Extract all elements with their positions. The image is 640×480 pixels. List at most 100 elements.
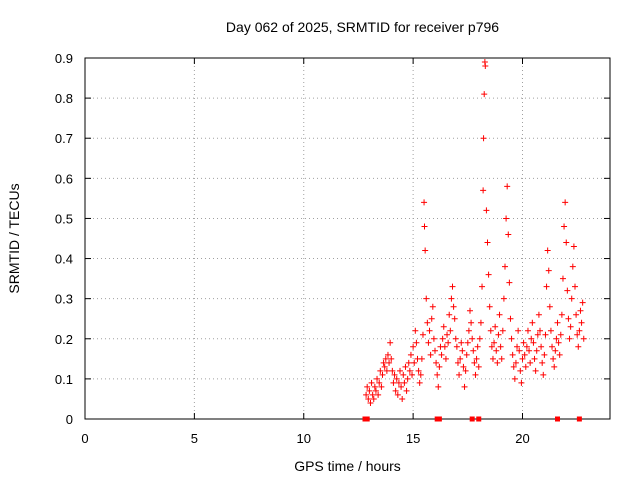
data-point <box>522 363 529 370</box>
data-point <box>448 295 455 302</box>
y-tick-label: 0.6 <box>55 171 73 186</box>
data-point <box>442 355 449 362</box>
data-point <box>470 347 477 354</box>
data-point <box>508 335 515 342</box>
data-point <box>552 347 559 354</box>
x-axis-title: GPS time / hours <box>294 458 401 474</box>
data-point <box>463 351 470 358</box>
data-point <box>460 363 467 370</box>
data-point <box>436 363 443 370</box>
grid-lines <box>85 58 610 419</box>
data-point <box>365 395 372 402</box>
data-point <box>430 335 437 342</box>
data-point <box>438 351 445 358</box>
data-point <box>422 247 429 254</box>
data-point <box>475 363 482 370</box>
data-point <box>433 359 440 366</box>
data-point <box>562 199 569 206</box>
data-point <box>439 335 446 342</box>
data-point <box>535 311 542 318</box>
data-point <box>533 347 540 354</box>
data-point <box>377 367 384 374</box>
data-point <box>561 223 568 230</box>
data-point <box>412 327 419 334</box>
data-point <box>520 339 527 346</box>
y-tick-label: 0.5 <box>55 211 73 226</box>
data-point <box>452 335 459 342</box>
data-point <box>569 263 576 270</box>
data-point <box>511 375 518 382</box>
data-point <box>382 355 389 362</box>
x-tick-label: 0 <box>81 431 88 446</box>
x-tick-label: 15 <box>406 431 420 446</box>
data-point <box>486 303 493 310</box>
data-point <box>410 343 417 350</box>
data-point <box>372 387 379 394</box>
data-point <box>467 307 473 314</box>
data-point <box>534 331 541 338</box>
data-point <box>435 383 442 390</box>
data-point <box>462 367 469 374</box>
data-point <box>547 327 554 334</box>
data-point <box>497 343 504 350</box>
data-point <box>416 379 423 386</box>
data-point <box>418 355 425 362</box>
data-point <box>499 327 506 334</box>
data-point <box>527 359 534 366</box>
data-point <box>380 359 387 366</box>
data-point <box>477 319 484 326</box>
data-point <box>413 339 420 346</box>
data-point <box>510 363 517 370</box>
data-point <box>559 275 566 282</box>
data-point <box>509 351 516 358</box>
data-point <box>407 351 414 358</box>
data-point <box>551 363 558 370</box>
data-point <box>483 207 490 214</box>
data-point <box>573 311 580 318</box>
data-point <box>519 355 526 362</box>
data-point <box>473 355 480 362</box>
data-point <box>574 331 581 338</box>
data-point <box>494 359 501 366</box>
y-tick-label: 0.2 <box>55 332 73 347</box>
data-point <box>409 371 416 378</box>
data-point <box>456 371 463 378</box>
data-point <box>538 343 545 350</box>
data-point <box>429 303 436 310</box>
data-point <box>400 371 407 378</box>
y-tick-label: 0.4 <box>55 252 73 267</box>
data-point <box>390 379 397 386</box>
data-point <box>485 271 492 278</box>
data-point <box>554 319 561 326</box>
data-point <box>459 347 466 354</box>
data-point <box>555 339 562 346</box>
data-point <box>488 343 495 350</box>
data-point <box>392 387 399 394</box>
data-point <box>500 295 507 302</box>
y-tick-label: 0.8 <box>55 91 73 106</box>
data-point <box>565 315 572 322</box>
data-point <box>576 327 583 334</box>
zero-marker <box>364 416 370 422</box>
data-point <box>427 351 434 358</box>
data-point <box>366 387 373 394</box>
y-tick-label: 0.9 <box>55 51 73 66</box>
data-point <box>415 367 422 374</box>
data-point <box>374 375 381 382</box>
data-point <box>580 335 587 342</box>
data-point <box>529 319 536 326</box>
data-point <box>464 339 471 346</box>
data-point <box>479 283 486 290</box>
data-point <box>450 303 457 310</box>
data-point <box>474 343 481 350</box>
data-point <box>553 335 560 342</box>
data-point <box>469 335 476 342</box>
data-point <box>498 355 505 362</box>
data-point <box>458 339 465 346</box>
data-point <box>398 383 405 390</box>
zero-marker <box>476 416 482 422</box>
data-point <box>419 331 426 338</box>
data-point <box>440 323 447 330</box>
data-point <box>449 283 456 290</box>
data-point <box>515 327 522 334</box>
